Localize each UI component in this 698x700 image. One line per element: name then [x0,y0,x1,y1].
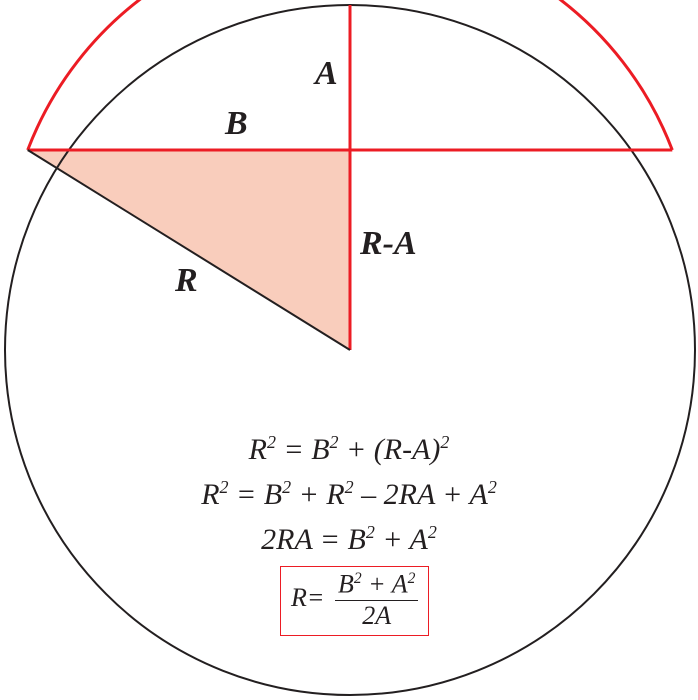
result-formula-box: R= B2 + A22A [280,566,429,636]
label-B: B [225,105,248,143]
equation-line-1: R2 = B2 + (R-A)2 [49,432,649,467]
equation-line-2: R2 = B2 + R2 – 2RA + A2 [49,477,649,512]
diagram-stage: A B R R-A R2 = B2 + (R-A)2 R2 = B2 + R2 … [0,0,698,700]
label-R-minus-A: R-A [360,225,417,263]
label-A: A [315,55,338,93]
equation-line-3: 2RA = B2 + A2 [49,522,649,557]
label-R: R [175,262,198,300]
